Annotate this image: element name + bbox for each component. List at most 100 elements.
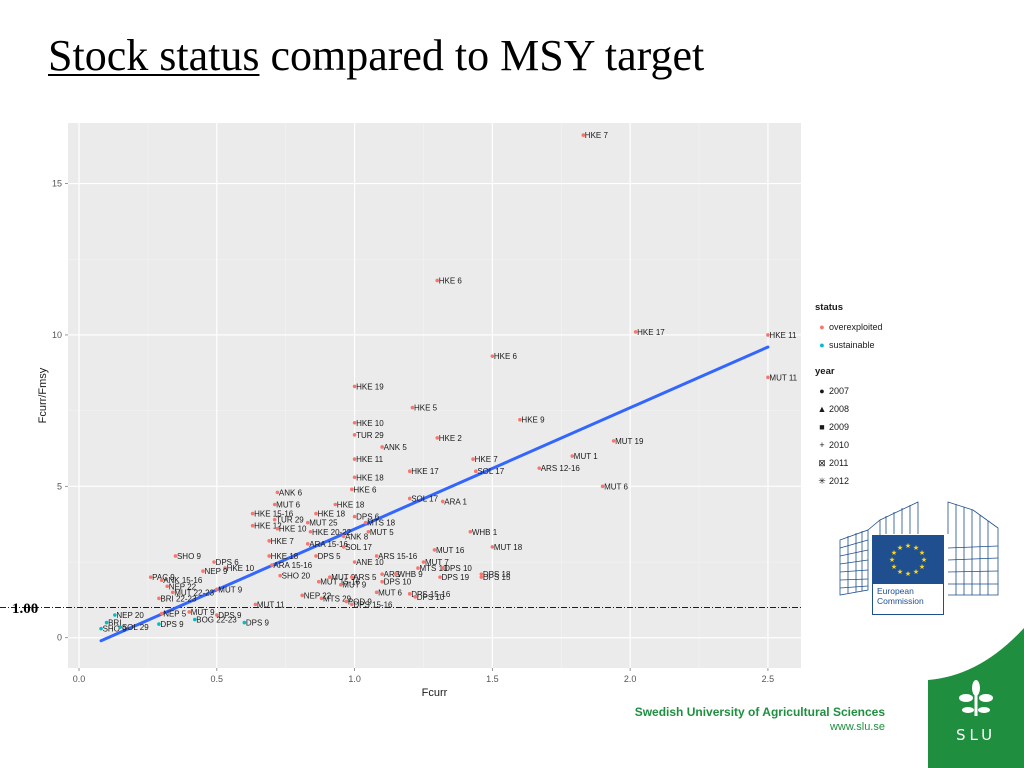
data-point: HKE 17 (407, 467, 439, 476)
data-point: SHO 9 (99, 625, 127, 634)
data-point: SOL 17 (407, 494, 439, 503)
data-point: PAC 9 (148, 573, 175, 582)
data-point: MUT 6 (600, 482, 629, 491)
sustainable-swatch: ● (819, 340, 825, 350)
point-marker (374, 590, 379, 595)
institution-url[interactable]: www.slu.se (829, 721, 885, 733)
point-marker (611, 439, 616, 443)
data-point: HKE 6 (435, 276, 462, 285)
point-label: PAC 9 (152, 573, 175, 582)
point-marker (413, 595, 418, 599)
european-commission-logo: ★ ★ ★ ★ ★ ★ ★ ★ ★ ★ ★ ★ European Commission (872, 535, 944, 615)
point-label: HKE 2 (439, 434, 463, 443)
data-point: MUT 15-16 (316, 578, 361, 587)
legend-item-overexploited: ● overexploited (815, 318, 883, 336)
point-marker (352, 433, 357, 437)
point-label: MUT 11 (769, 373, 797, 382)
data-point: HKE 5 (410, 404, 438, 413)
point-marker (333, 502, 338, 507)
point-label: HKE 18 (356, 473, 384, 482)
point-label: MUT 7 (425, 558, 449, 567)
legend-item-2010: + 2010 (815, 436, 883, 454)
point-marker (432, 548, 437, 552)
data-point: HKE 2 (435, 434, 462, 443)
point-label: ARS (384, 570, 400, 579)
point-marker (352, 384, 357, 389)
point-label: HKE 17 (411, 467, 439, 476)
point-marker (352, 560, 357, 564)
data-point: HKE 10 (275, 525, 307, 534)
point-label: HKE 6 (439, 276, 463, 285)
data-point: HKE 17 (633, 328, 665, 337)
data-point: MTS 10 (416, 564, 448, 573)
point-label: HKE 18 (271, 552, 299, 561)
data-point: MUT 9 (339, 581, 367, 590)
legend-label: overexploited (829, 322, 883, 332)
point-marker (407, 496, 412, 501)
point-label: ARS 15-16 (378, 552, 418, 561)
y-tick-label: 15 (52, 179, 62, 189)
data-point: HKE 7 (267, 537, 294, 546)
data-point: DPS 9 (215, 611, 242, 620)
data-point: HKE 20-22 (308, 528, 352, 537)
title-rest: compared to MSY target (259, 31, 705, 80)
data-point: MUT 25 (305, 519, 338, 528)
point-marker (215, 613, 219, 617)
point-marker (416, 566, 420, 570)
point-marker (374, 554, 379, 558)
legend-item-2007: ● 2007 (815, 382, 883, 400)
point-label: SHO 9 (177, 552, 202, 561)
point-label: BOG 22-23 (196, 616, 237, 625)
data-point: NEP 9 (201, 567, 228, 576)
point-label: HKE 10 (227, 564, 255, 573)
point-label: HKE 7 (475, 455, 499, 464)
point-label: SOL 17 (477, 467, 504, 476)
point-marker (352, 514, 357, 519)
svg-text:★: ★ (919, 549, 925, 557)
boxed-cross-icon: ⊠ (818, 457, 826, 468)
data-point: ARS 5 (350, 573, 377, 582)
data-point: HKE 18 (333, 501, 365, 510)
data-point: DPS 19 (438, 573, 470, 582)
data-point: HKE 6 (490, 352, 518, 361)
point-marker (490, 545, 495, 549)
point-label: POD 9 (348, 597, 373, 606)
svg-text:★: ★ (913, 568, 919, 576)
legend-label: 2008 (829, 404, 850, 414)
point-label: TUR 29 (276, 516, 304, 525)
point-label: NEP 22 (169, 582, 197, 591)
point-marker (272, 502, 277, 507)
point-marker (394, 572, 398, 576)
point-label: MTS 18 (367, 519, 396, 528)
point-marker (344, 599, 349, 604)
point-marker (187, 610, 192, 614)
data-point: HKE 18 (314, 510, 346, 519)
point-marker (352, 420, 357, 425)
point-label: HKE 20-22 (312, 528, 352, 537)
point-marker (380, 572, 384, 576)
data-point: WHB 9 (394, 570, 423, 579)
overexploited-swatch: ● (819, 322, 825, 332)
point-label: MTS 10 (419, 564, 448, 573)
point-marker (490, 354, 495, 358)
point-marker (339, 582, 343, 587)
point-marker (104, 620, 109, 625)
data-point: ARS 15-16 (374, 552, 418, 561)
point-label: HKE 19 (356, 382, 384, 391)
legend-item-2011: ⊠ 2011 (815, 454, 883, 472)
data-point: HKE 10 (352, 419, 384, 428)
point-label: ANK 5 (384, 443, 408, 452)
point-label: HKE 15-16 (254, 510, 294, 519)
legend-item-2009: ■ 2009 (815, 418, 883, 436)
point-label: SHO 20 (282, 572, 311, 581)
point-label: HKE 18 (337, 501, 365, 510)
data-point: NEP 5 (159, 610, 187, 619)
point-label: MUT 11 (257, 600, 285, 609)
data-point: HKE 10 (223, 564, 255, 573)
point-label: MUT 6 (276, 501, 300, 510)
data-point: HKE 11 (766, 331, 797, 340)
point-marker (272, 517, 277, 522)
point-marker (435, 278, 440, 283)
point-marker (471, 457, 475, 461)
point-marker (380, 579, 384, 584)
